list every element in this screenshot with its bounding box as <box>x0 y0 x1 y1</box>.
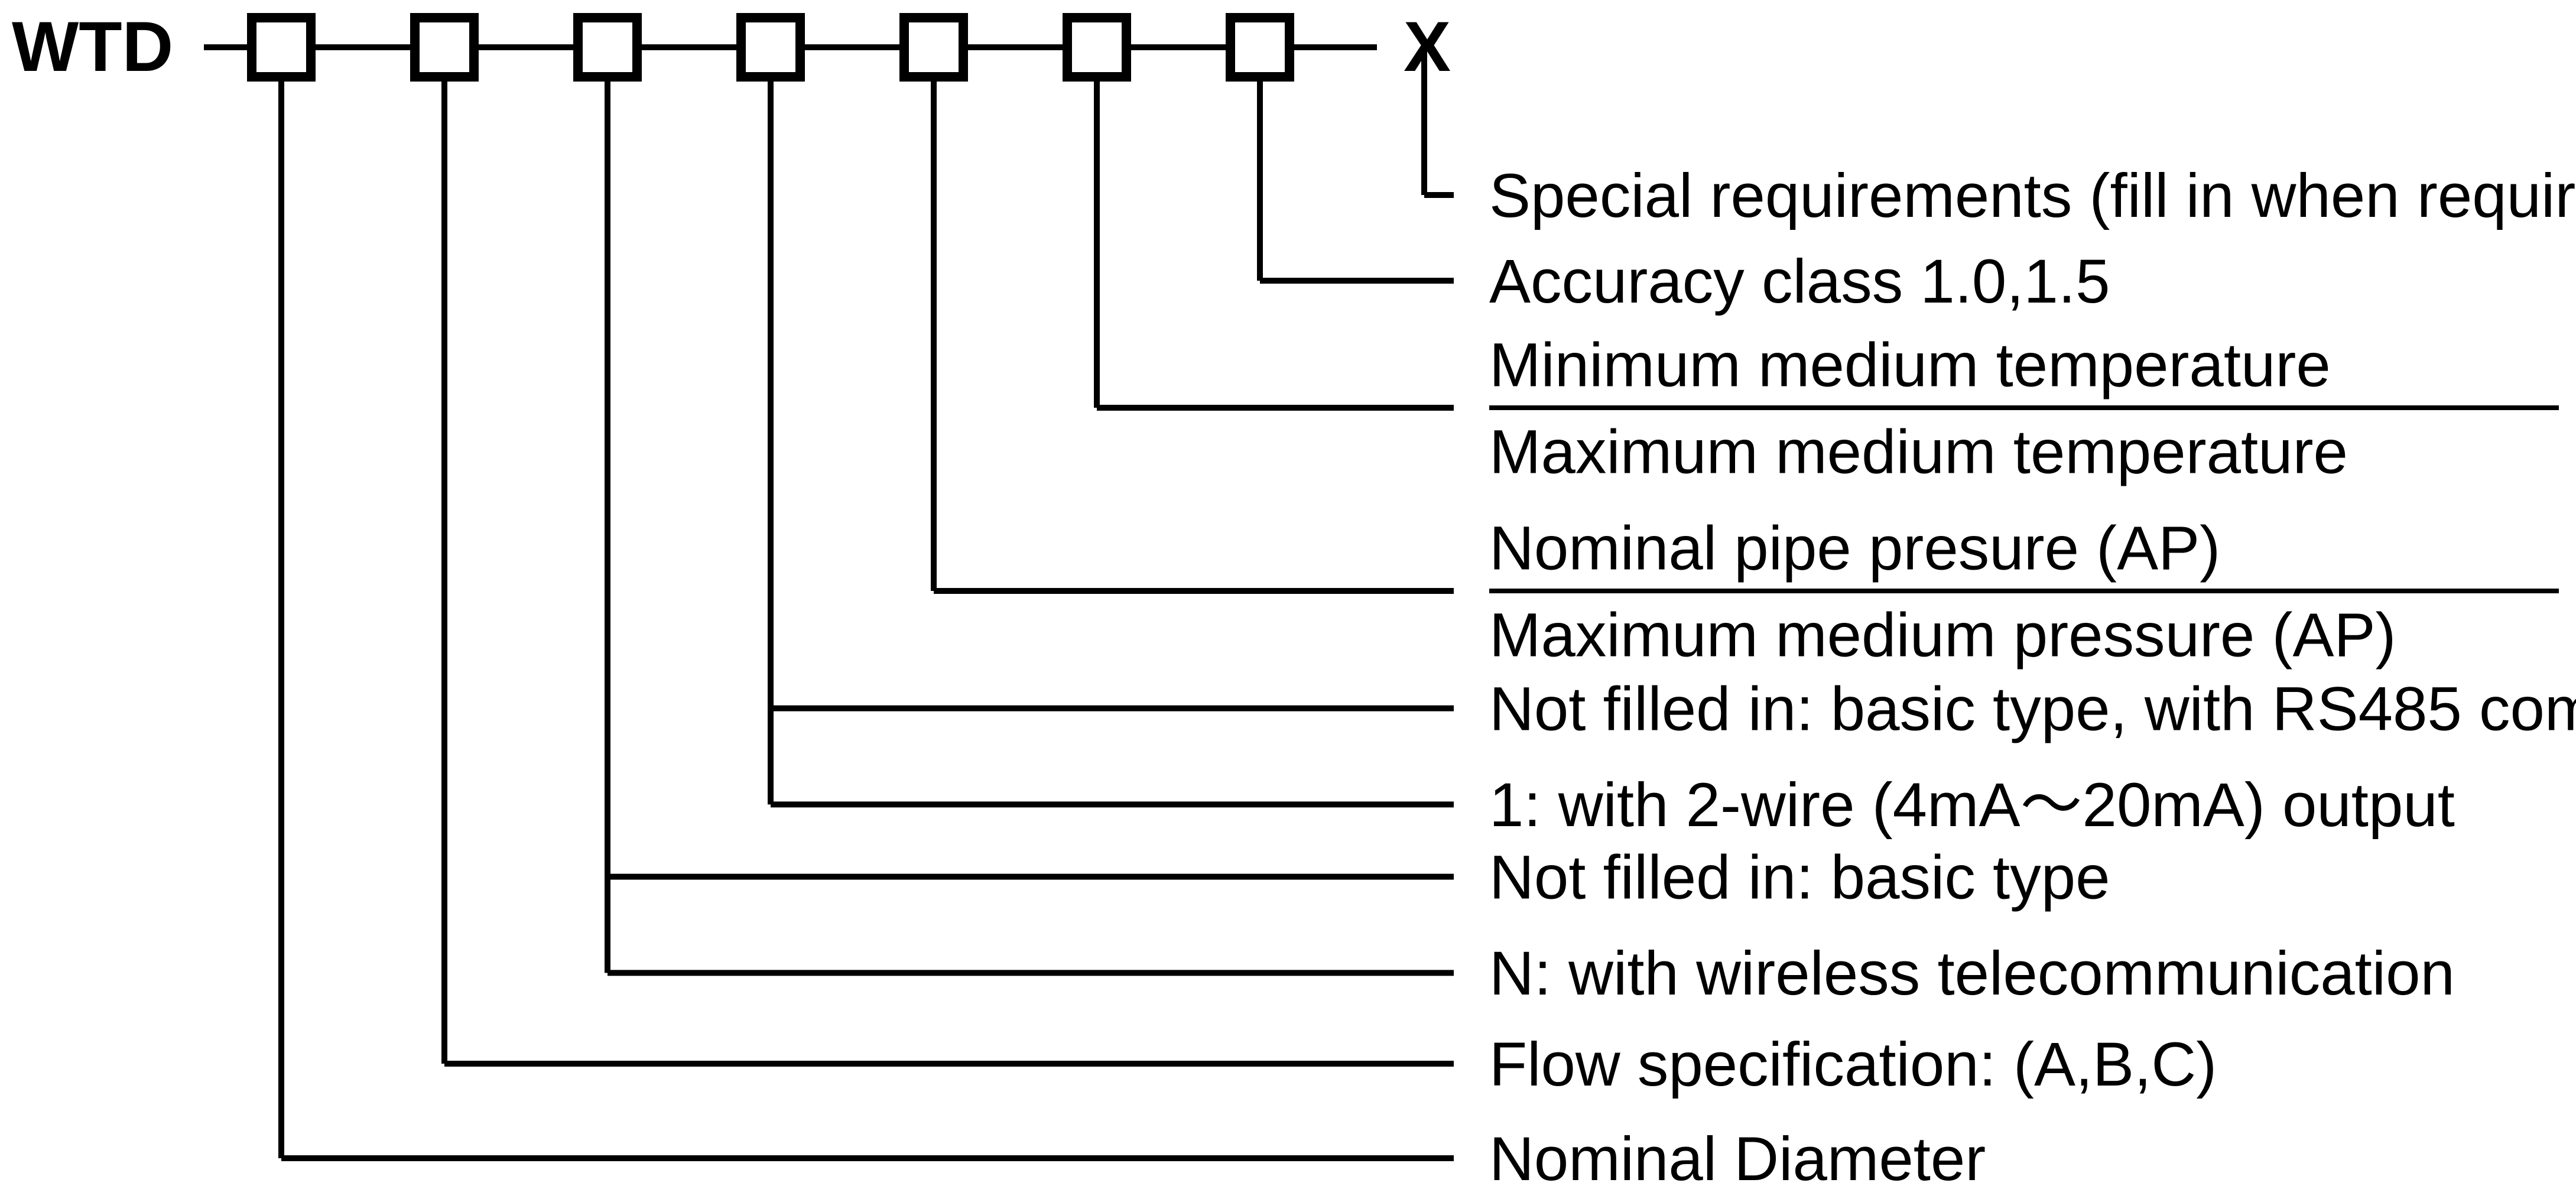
suffix-label: X <box>1404 7 1451 86</box>
code-box <box>252 18 311 77</box>
callout-text: Special requirements (fill in when requi… <box>1489 161 2576 230</box>
callout-text: Accuracy class 1.0,1.5 <box>1489 247 2110 316</box>
callout-text: Maximum medium pressure (AP) <box>1489 600 2396 670</box>
prefix-label: WTD <box>12 7 173 86</box>
code-box <box>1230 18 1289 77</box>
callout-text: Not filled in: basic type <box>1489 843 2110 912</box>
code-box <box>904 18 963 77</box>
code-box <box>1067 18 1126 77</box>
callout-text: Nominal Diameter <box>1489 1125 1986 1194</box>
callout-text: Nominal pipe presure (AP) <box>1489 514 2220 583</box>
callout-text: 1: with 2-wire (4mA～20mA) output <box>1489 771 2455 840</box>
code-box <box>741 18 800 77</box>
code-box <box>578 18 637 77</box>
callout-text: Minimum medium temperature <box>1489 330 2331 399</box>
ordering-code-diagram: WTD X Special requirements (fill in when r… <box>0 0 2576 1199</box>
code-box <box>415 18 474 77</box>
callout-text: Maximum medium temperature <box>1489 417 2348 486</box>
callout-text: N: with wireless telecommunication <box>1489 939 2455 1008</box>
callout-text: Not filled in: basic type, with RS485 co… <box>1489 674 2576 743</box>
callout-text: Flow specification: (A,B,C) <box>1489 1030 2217 1099</box>
